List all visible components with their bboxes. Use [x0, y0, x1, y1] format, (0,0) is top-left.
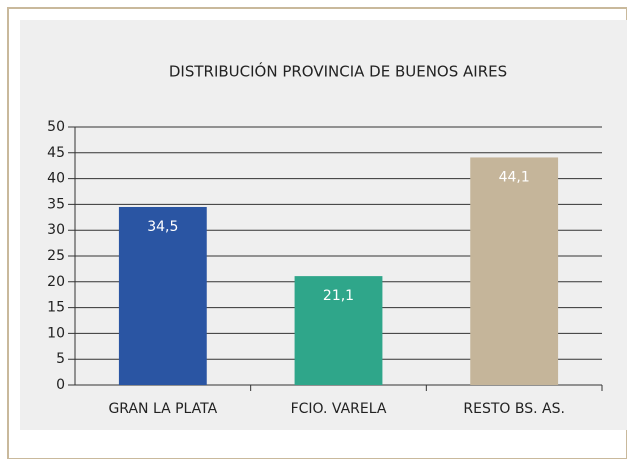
- x-tick-label: FCIO. VARELA: [291, 401, 387, 417]
- y-tick-label: 25: [47, 248, 65, 264]
- y-tick-label: 50: [47, 119, 65, 135]
- chart-title: DISTRIBUCIÓN PROVINCIA DE BUENOS AIRES: [169, 62, 507, 81]
- y-tick-label: 10: [47, 325, 65, 341]
- x-tick-label: GRAN LA PLATA: [108, 401, 217, 417]
- x-tick-label: RESTO BS. AS.: [463, 401, 565, 417]
- value-label: 21,1: [323, 288, 354, 304]
- bar: [118, 206, 207, 385]
- y-tick-label: 0: [56, 377, 65, 393]
- y-tick-label: 35: [47, 196, 65, 212]
- y-tick-label: 45: [47, 145, 65, 161]
- value-label: 34,5: [147, 219, 178, 235]
- y-tick-label: 40: [47, 171, 65, 187]
- y-tick-label: 30: [47, 222, 65, 238]
- y-tick-label: 15: [47, 300, 65, 316]
- y-tick-label: 20: [47, 274, 65, 290]
- y-tick-label: 5: [56, 351, 65, 367]
- value-label: 44,1: [499, 169, 530, 185]
- bar: [294, 276, 383, 385]
- bar: [470, 157, 559, 385]
